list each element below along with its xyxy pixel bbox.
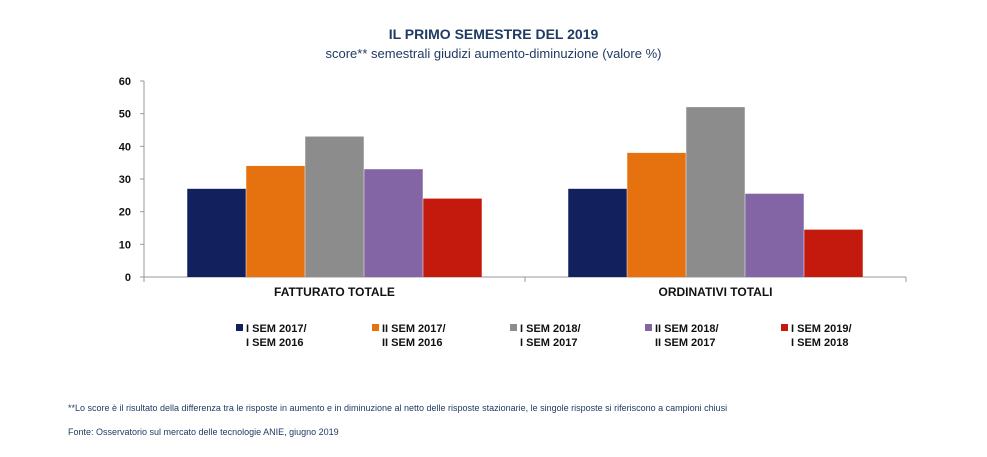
bar: [246, 165, 305, 277]
bar: [804, 229, 863, 277]
bar: [305, 136, 364, 277]
chart-title: IL PRIMO SEMESTRE DEL 2019: [388, 26, 599, 42]
y-tick-label: 30: [119, 174, 131, 186]
y-tick-label: 40: [119, 141, 131, 153]
legend-label-line2: I SEM 2018: [791, 337, 849, 349]
chart-subtitle: score** semestrali giudizi aumento-dimin…: [325, 46, 662, 61]
legend-item: I SEM 2019/I SEM 2018: [781, 322, 852, 350]
bar: [686, 107, 745, 277]
bar: [627, 152, 686, 277]
legend-swatch: [645, 324, 652, 331]
footnote: **Lo score è il risultato della differen…: [68, 403, 728, 413]
legend-swatch: [781, 324, 788, 331]
bar: [568, 188, 627, 277]
legend-label-line1: II SEM 2017/: [382, 323, 446, 335]
y-tick-label: 0: [125, 272, 131, 284]
bar-chart: 0 10 20 30 40 50 60 FATTURATO TOTALE ORDINATIVI …: [119, 76, 907, 299]
legend-swatch: [236, 324, 243, 331]
y-tick-label: 50: [119, 109, 131, 121]
legend-label-line1: I SEM 2018/: [520, 323, 581, 335]
legend-item: I SEM 2017/I SEM 2016: [236, 322, 307, 350]
legend-item: II SEM 2018/II SEM 2017: [645, 322, 719, 350]
source-note: Fonte: Osservatorio sul mercato delle te…: [68, 427, 339, 437]
bar: [364, 169, 423, 277]
bar: [187, 188, 246, 277]
legend-label-line1: II SEM 2018/: [655, 323, 719, 335]
legend-swatch: [510, 324, 517, 331]
legend-label-line2: I SEM 2017: [520, 337, 578, 349]
legend-label-line2: II SEM 2016: [382, 337, 443, 349]
legend-label-line2: II SEM 2017: [655, 337, 716, 349]
x-category-label: ORDINATIVI TOTALI: [659, 285, 773, 299]
legend-label-line1: I SEM 2019/: [791, 323, 852, 335]
legend-label-line2: I SEM 2016: [246, 337, 304, 349]
legend-label-line1: I SEM 2017/: [246, 323, 307, 335]
y-tick-label: 60: [119, 76, 131, 88]
x-category-label: FATTURATO TOTALE: [274, 285, 395, 299]
legend-swatch: [372, 324, 379, 331]
chart-legend: I SEM 2017/I SEM 2016 II SEM 2017/II SEM …: [0, 322, 987, 362]
bar: [745, 193, 804, 277]
bar: [423, 198, 482, 277]
y-tick-label: 10: [119, 239, 131, 251]
legend-item: II SEM 2017/II SEM 2016: [372, 322, 446, 350]
legend-item: I SEM 2018/I SEM 2017: [510, 322, 581, 350]
y-tick-label: 20: [119, 207, 131, 219]
